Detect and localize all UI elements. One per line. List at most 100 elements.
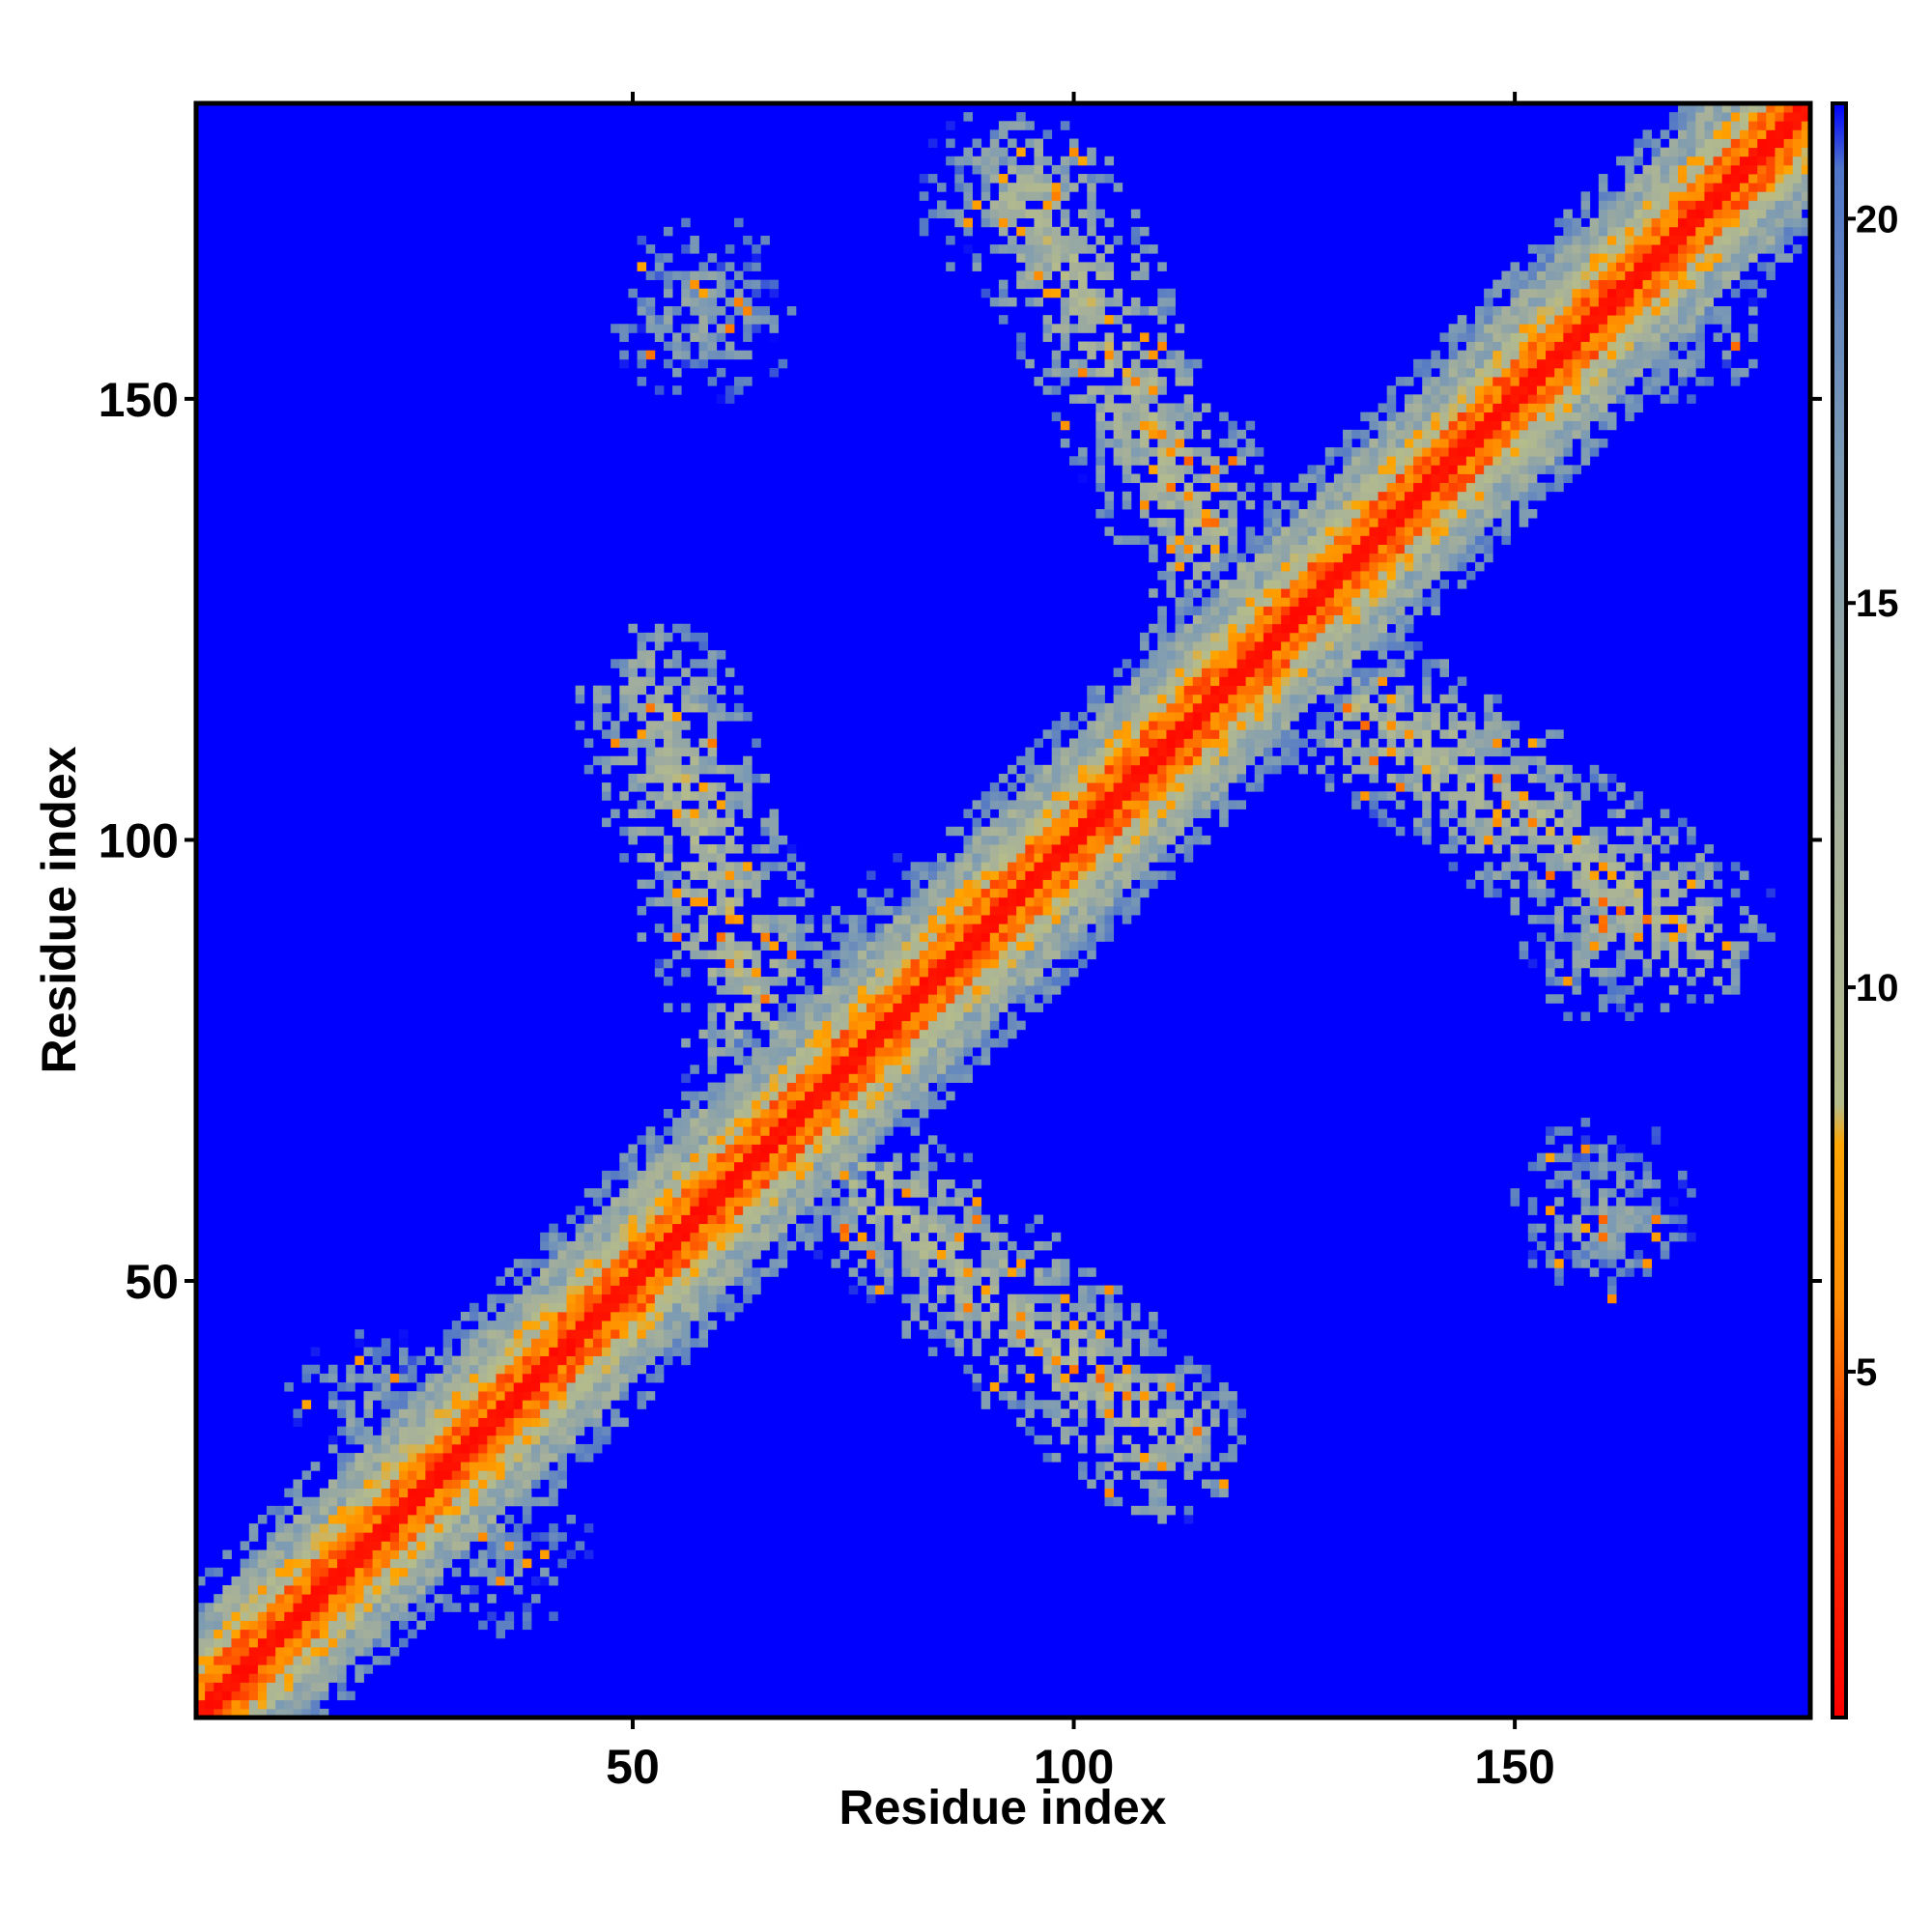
heatmap-cell [1122,447,1132,457]
heatmap-cell [1034,879,1043,890]
heatmap-cell [645,1250,656,1260]
heatmap-cell [478,1620,488,1631]
heatmap-cell [583,1355,594,1366]
heatmap-cell [743,1091,753,1101]
heatmap-cell [1051,1267,1062,1277]
heatmap-cell [425,1514,435,1524]
heatmap-cell [1008,985,1017,995]
heatmap-cell [919,1056,929,1065]
heatmap-cell [663,1223,673,1234]
heatmap-cell [628,1240,638,1251]
heatmap-cell [469,1479,479,1489]
heatmap-cell [1016,967,1026,978]
heatmap-cell [1008,1311,1017,1321]
heatmap-cell [540,1532,550,1542]
heatmap-cell [267,1637,276,1648]
heatmap-cell [522,1321,532,1330]
heatmap-cell [231,1708,242,1719]
heatmap-cell [327,1620,338,1631]
heatmap-cell [1166,561,1176,572]
heatmap-cell [752,1285,761,1295]
heatmap-cell [972,941,982,951]
heatmap-cell [1078,1400,1088,1409]
heatmap-cell [1201,659,1211,668]
heatmap-cell [724,791,735,801]
heatmap-cell [540,1567,550,1577]
heatmap-cell [645,1302,656,1313]
heatmap-cell [1042,315,1053,325]
heatmap-cell [645,896,656,907]
heatmap-cell [910,950,921,960]
heatmap-cell [372,1453,383,1463]
heatmap-cell [416,1549,426,1560]
heatmap-cell [954,853,964,863]
heatmap-cell [1104,755,1115,766]
heatmap-cell [724,262,735,271]
heatmap-cell [442,1382,453,1392]
heatmap-cell [1175,755,1185,766]
heatmap-cell [346,1585,355,1595]
heatmap-cell [628,1161,638,1172]
heatmap-cell [805,915,814,924]
heatmap-cell [866,870,876,880]
heatmap-cell [910,941,921,951]
heatmap-cell [231,1656,242,1665]
heatmap-cell [257,1629,268,1639]
heatmap-cell [496,1558,505,1569]
heatmap-cell [980,209,991,219]
heatmap-cell [1016,844,1026,854]
heatmap-cell [1051,853,1062,863]
heatmap-cell [919,932,929,942]
heatmap-cell [805,1126,814,1136]
heatmap-cell [1051,183,1062,192]
heatmap-cell [231,1603,242,1612]
heatmap-cell [901,1091,912,1101]
heatmap-cell [460,1462,470,1471]
heatmap-cell [654,385,665,395]
heatmap-cell [363,1373,374,1383]
heatmap-cell [690,844,699,854]
heatmap-cell [1042,941,1053,951]
heatmap-cell [275,1646,285,1657]
heatmap-cell [478,1400,488,1409]
heatmap-cell [1051,905,1062,916]
heatmap-cell [1245,561,1256,572]
heatmap-cell [743,800,753,810]
heatmap-cell [1157,429,1167,440]
heatmap-cell [1183,773,1194,783]
heatmap-cell [893,1118,902,1127]
heatmap-cell [1087,262,1096,271]
heatmap-cell [1113,288,1123,298]
heatmap-cell [1149,791,1158,801]
heatmap-cell [1095,685,1105,696]
heatmap-cell [337,1637,347,1648]
heatmap-cell [416,1496,426,1507]
heatmap-cell [972,262,982,271]
heatmap-cell [752,1144,761,1154]
heatmap-cell [566,1293,577,1304]
heatmap-cell [795,923,806,933]
heatmap-cell [972,200,982,210]
heatmap-cell [442,1400,453,1409]
heatmap-cell [681,764,691,775]
heatmap-cell [557,1285,567,1295]
heatmap-cell [469,1400,479,1409]
heatmap-cell [831,932,840,942]
heatmap-cell [319,1708,329,1719]
heatmap-cell [681,1311,691,1321]
heatmap-cell [301,1549,312,1560]
heatmap-cell [327,1443,338,1454]
heatmap-cell [319,1505,329,1516]
heatmap-cell [1051,262,1062,271]
heatmap-cell [1095,853,1105,863]
heatmap-cell [707,341,718,352]
heatmap-cell [822,1091,832,1101]
heatmap-cell [707,764,718,775]
heatmap-cell [1149,1426,1158,1436]
heatmap-cell [716,896,726,907]
heatmap-cell [1166,499,1176,510]
heatmap-cell [442,1514,453,1524]
heatmap-cell [998,870,1009,880]
heatmap-cell [619,324,629,333]
heatmap-cell [1068,226,1079,237]
